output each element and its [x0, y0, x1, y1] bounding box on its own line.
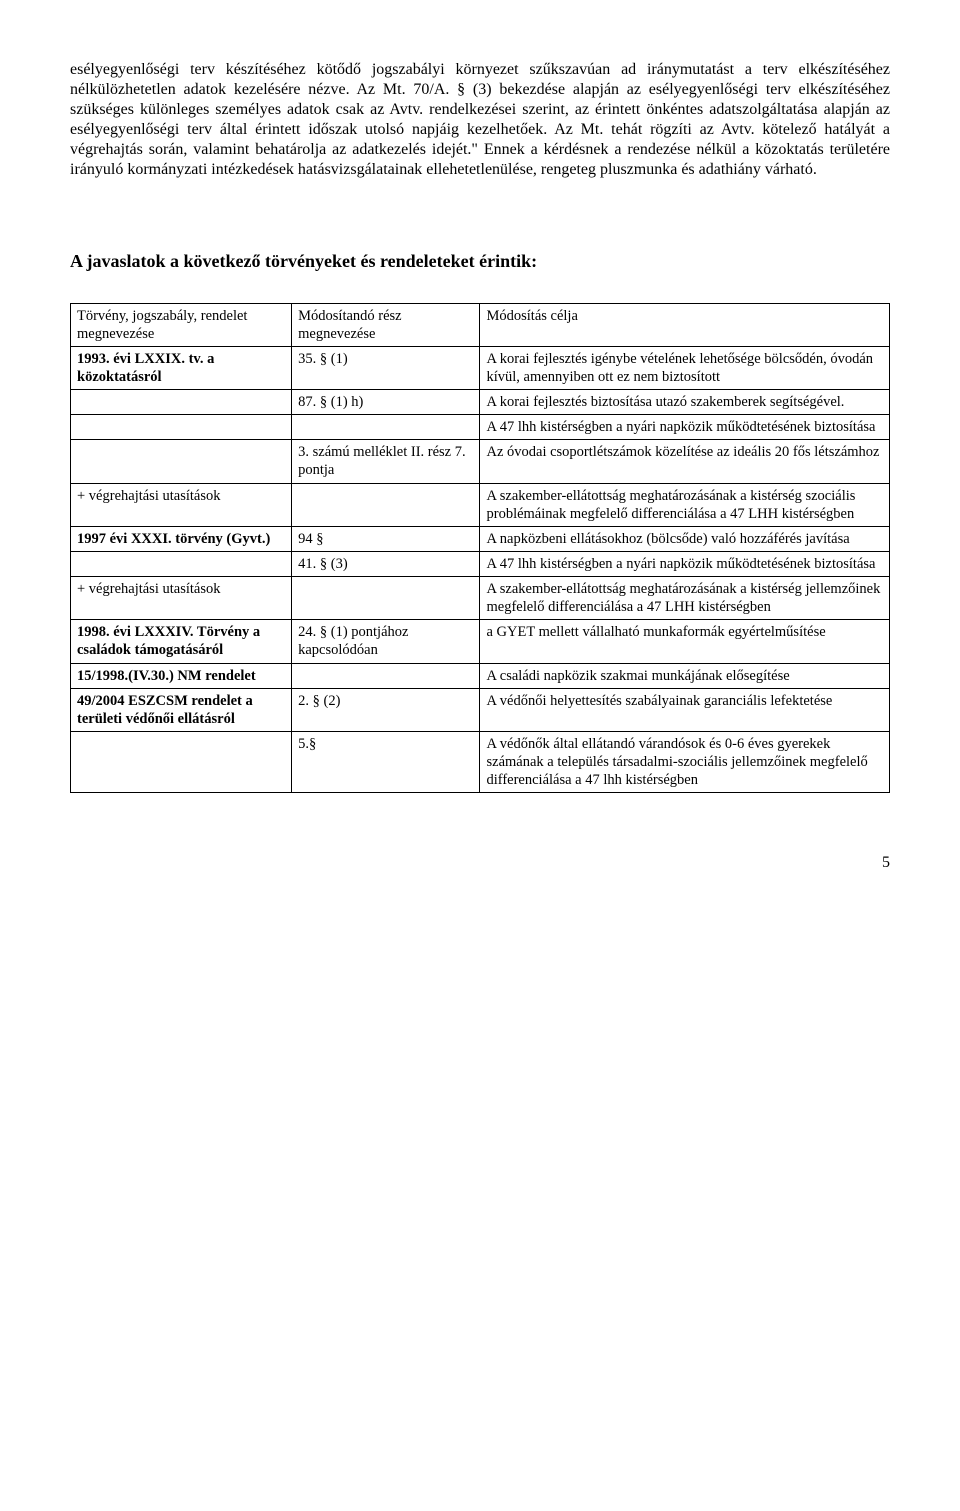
table-header-cell: Módosítás célja	[480, 303, 890, 346]
table-row: 3. számú melléklet II. rész 7. pontjaAz …	[71, 440, 890, 483]
table-cell-law: 49/2004 ESZCSM rendelet a területi védőn…	[71, 688, 292, 731]
table-cell-law: 1998. évi LXXXIV. Törvény a családok tám…	[71, 620, 292, 663]
table-cell-purpose: A védőnői helyettesítés szabályainak gar…	[480, 688, 890, 731]
table-cell-purpose: A korai fejlesztés igénybe vételének leh…	[480, 346, 890, 389]
table-cell-purpose: A családi napközik szakmai munkájának el…	[480, 663, 890, 688]
table-header-row: Törvény, jogszabály, rendelet megnevezés…	[71, 303, 890, 346]
table-cell-purpose: A 47 lhh kistérségben a nyári napközik m…	[480, 551, 890, 576]
table-row: A 47 lhh kistérségben a nyári napközik m…	[71, 415, 890, 440]
table-cell-law: 1993. évi LXXIX. tv. a közoktatásról	[71, 346, 292, 389]
table-row: 87. § (1) h)A korai fejlesztés biztosítá…	[71, 390, 890, 415]
table-cell-purpose: A 47 lhh kistérségben a nyári napközik m…	[480, 415, 890, 440]
table-row: 1993. évi LXXIX. tv. a közoktatásról35. …	[71, 346, 890, 389]
table-cell-section: 94 §	[292, 526, 480, 551]
table-row: + végrehajtási utasítások A szakember-ell…	[71, 577, 890, 620]
page-number: 5	[70, 853, 890, 873]
table-cell-law	[71, 731, 292, 792]
table-cell-law: + végrehajtási utasítások	[71, 483, 292, 526]
table-row: 1998. évi LXXXIV. Törvény a családok tám…	[71, 620, 890, 663]
table-cell-section: 87. § (1) h)	[292, 390, 480, 415]
table-row: 1997 évi XXXI. törvény (Gyvt.)94 §A napk…	[71, 526, 890, 551]
table-cell-section: 2. § (2)	[292, 688, 480, 731]
table-cell-section: 24. § (1) pontjához kapcsolódóan	[292, 620, 480, 663]
table-cell-purpose: a GYET mellett vállalható munkaformák eg…	[480, 620, 890, 663]
table-cell-law	[71, 390, 292, 415]
table-row: 41. § (3)A 47 lhh kistérségben a nyári n…	[71, 551, 890, 576]
table-header-cell: Törvény, jogszabály, rendelet megnevezés…	[71, 303, 292, 346]
table-cell-law: 15/1998.(IV.30.) NM rendelet	[71, 663, 292, 688]
table-cell-section	[292, 663, 480, 688]
table-cell-law: + végrehajtási utasítások	[71, 577, 292, 620]
table-row: 49/2004 ESZCSM rendelet a területi védőn…	[71, 688, 890, 731]
table-row: 5.§A védőnők által ellátandó várandósok …	[71, 731, 890, 792]
table-cell-section: 5.§	[292, 731, 480, 792]
table-cell-section	[292, 415, 480, 440]
body-paragraph: esélyegyenlőségi terv készítéséhez kötőd…	[70, 60, 890, 180]
table-header-cell: Módosítandó rész megnevezése	[292, 303, 480, 346]
table-cell-section: 41. § (3)	[292, 551, 480, 576]
section-heading: A javaslatok a következő törvényeket és …	[70, 250, 890, 273]
table-cell-purpose: A szakember-ellátottság meghatározásának…	[480, 577, 890, 620]
table-cell-purpose: A szakember-ellátottság meghatározásának…	[480, 483, 890, 526]
table-cell-law	[71, 440, 292, 483]
table-cell-section	[292, 577, 480, 620]
table-cell-purpose: Az óvodai csoportlétszámok közelítése az…	[480, 440, 890, 483]
table-cell-purpose: A korai fejlesztés biztosítása utazó sza…	[480, 390, 890, 415]
table-cell-law: 1997 évi XXXI. törvény (Gyvt.)	[71, 526, 292, 551]
law-amendments-table: Törvény, jogszabály, rendelet megnevezés…	[70, 303, 890, 794]
table-cell-law	[71, 415, 292, 440]
table-cell-section: 35. § (1)	[292, 346, 480, 389]
table-row: 15/1998.(IV.30.) NM rendelet A családi na…	[71, 663, 890, 688]
table-cell-law	[71, 551, 292, 576]
table-cell-section	[292, 483, 480, 526]
table-cell-purpose: A napközbeni ellátásokhoz (bölcsőde) val…	[480, 526, 890, 551]
table-row: + végrehajtási utasítások A szakember-ell…	[71, 483, 890, 526]
table-cell-purpose: A védőnők által ellátandó várandósok és …	[480, 731, 890, 792]
table-cell-section: 3. számú melléklet II. rész 7. pontja	[292, 440, 480, 483]
